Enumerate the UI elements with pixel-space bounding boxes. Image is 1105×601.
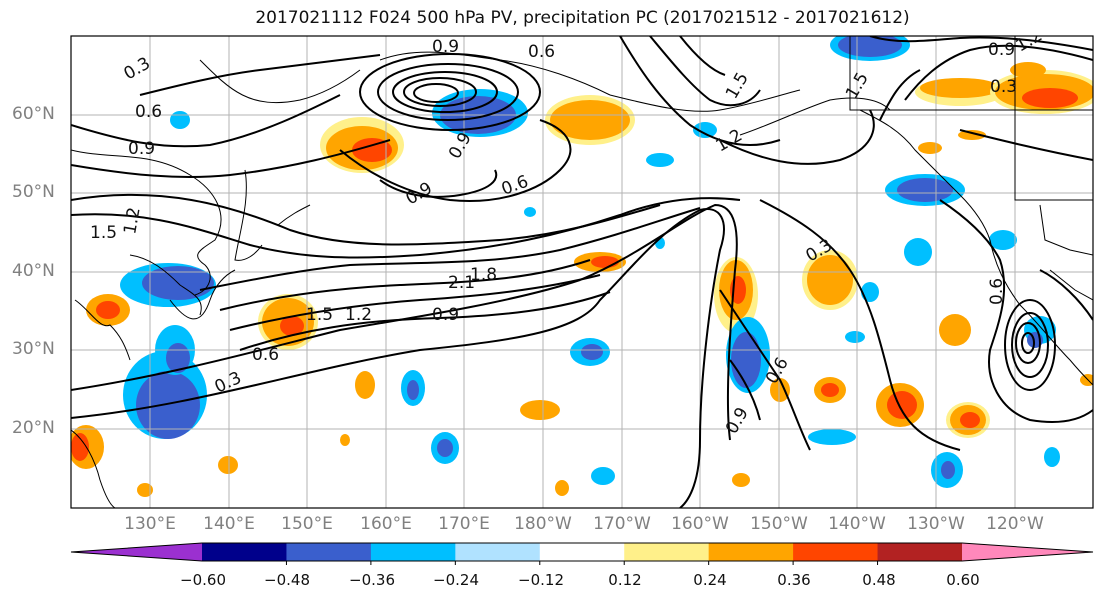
colorbar-swatch bbox=[793, 543, 879, 561]
lon-label: 140°W bbox=[828, 514, 886, 534]
contour-label: 0.6 bbox=[252, 345, 279, 365]
colorbar-extend-low bbox=[71, 543, 202, 561]
map-coastlines bbox=[71, 36, 1093, 508]
map-frame bbox=[70, 35, 1094, 509]
colorbar-tick-label: −0.36 bbox=[349, 571, 395, 589]
contour-label: 1.5 bbox=[306, 305, 333, 325]
colorbar-outline bbox=[70, 542, 1094, 562]
colorbar bbox=[70, 542, 1094, 565]
colorbar-swatch bbox=[624, 543, 710, 561]
map-title: 2017021112 F024 500 hPa PV, precipitatio… bbox=[255, 8, 910, 28]
colorbar-tick-label: 0.60 bbox=[946, 571, 980, 589]
map-plot-area: 0.3 0.6 0.9 1.5 1.2 0.9 0.6 0.9 0.6 0.9 … bbox=[71, 36, 1093, 508]
lon-label: 150°E bbox=[281, 514, 333, 534]
contour-label: 0.6 bbox=[528, 42, 555, 62]
precip-positive-blobs bbox=[71, 62, 1093, 497]
contour-label: 1.2 bbox=[120, 206, 144, 236]
colorbar-tick-label: −0.24 bbox=[433, 571, 479, 589]
colorbar-tick-label: 0.24 bbox=[693, 571, 727, 589]
colorbar-tick-label: 0.12 bbox=[608, 571, 642, 589]
colorbar-tick-label: −0.48 bbox=[264, 571, 310, 589]
contour-label: 0.9 bbox=[432, 37, 459, 57]
colorbar-swatch bbox=[370, 543, 456, 561]
lat-label-30n: 30°N bbox=[12, 339, 55, 359]
contour-label: 0.9 bbox=[128, 139, 155, 159]
pv-contours bbox=[71, 36, 1093, 508]
colorbar-tick-label: 0.36 bbox=[777, 571, 811, 589]
lat-label-60n: 60°N bbox=[12, 104, 55, 124]
contour-label: 0.6 bbox=[135, 102, 162, 122]
lon-label: 130°E bbox=[124, 514, 176, 534]
lon-label: 170°E bbox=[438, 514, 490, 534]
contour-label: 0.9 bbox=[988, 40, 1015, 60]
contour-label: 0.6 bbox=[987, 278, 1007, 305]
lon-label: 170°W bbox=[593, 514, 651, 534]
contour-label: 0.3 bbox=[990, 77, 1017, 97]
lon-label: 130°W bbox=[907, 514, 965, 534]
lat-label-40n: 40°N bbox=[12, 261, 55, 281]
lon-label: 150°W bbox=[750, 514, 808, 534]
colorbar-extend-high bbox=[962, 543, 1093, 561]
contour-label: 2.1 bbox=[448, 273, 475, 293]
contour-label: 1.5 bbox=[90, 223, 117, 243]
lat-label-20n: 20°N bbox=[12, 418, 55, 438]
colorbar-swatch bbox=[202, 543, 287, 561]
lon-label: 160°W bbox=[671, 514, 729, 534]
contour-label: 0.9 bbox=[432, 305, 459, 325]
colorbar-swatch bbox=[877, 543, 963, 561]
colorbar-swatch bbox=[286, 543, 372, 561]
colorbar-tick-label: 0.48 bbox=[862, 571, 896, 589]
lat-label-50n: 50°N bbox=[12, 182, 55, 202]
colorbar-tick-label: −0.60 bbox=[180, 571, 226, 589]
contour-label: 1.8 bbox=[470, 265, 497, 285]
contour-label: 1.2 bbox=[345, 305, 372, 325]
colorbar-swatch bbox=[455, 543, 541, 561]
lon-label: 140°E bbox=[203, 514, 255, 534]
lon-label: 120°W bbox=[986, 514, 1044, 534]
colorbar-tick-label: −0.12 bbox=[518, 571, 564, 589]
colorbar-swatch bbox=[539, 543, 625, 561]
lon-label: 160°E bbox=[360, 514, 412, 534]
colorbar-swatch bbox=[708, 543, 794, 561]
lon-label: 180°W bbox=[514, 514, 572, 534]
